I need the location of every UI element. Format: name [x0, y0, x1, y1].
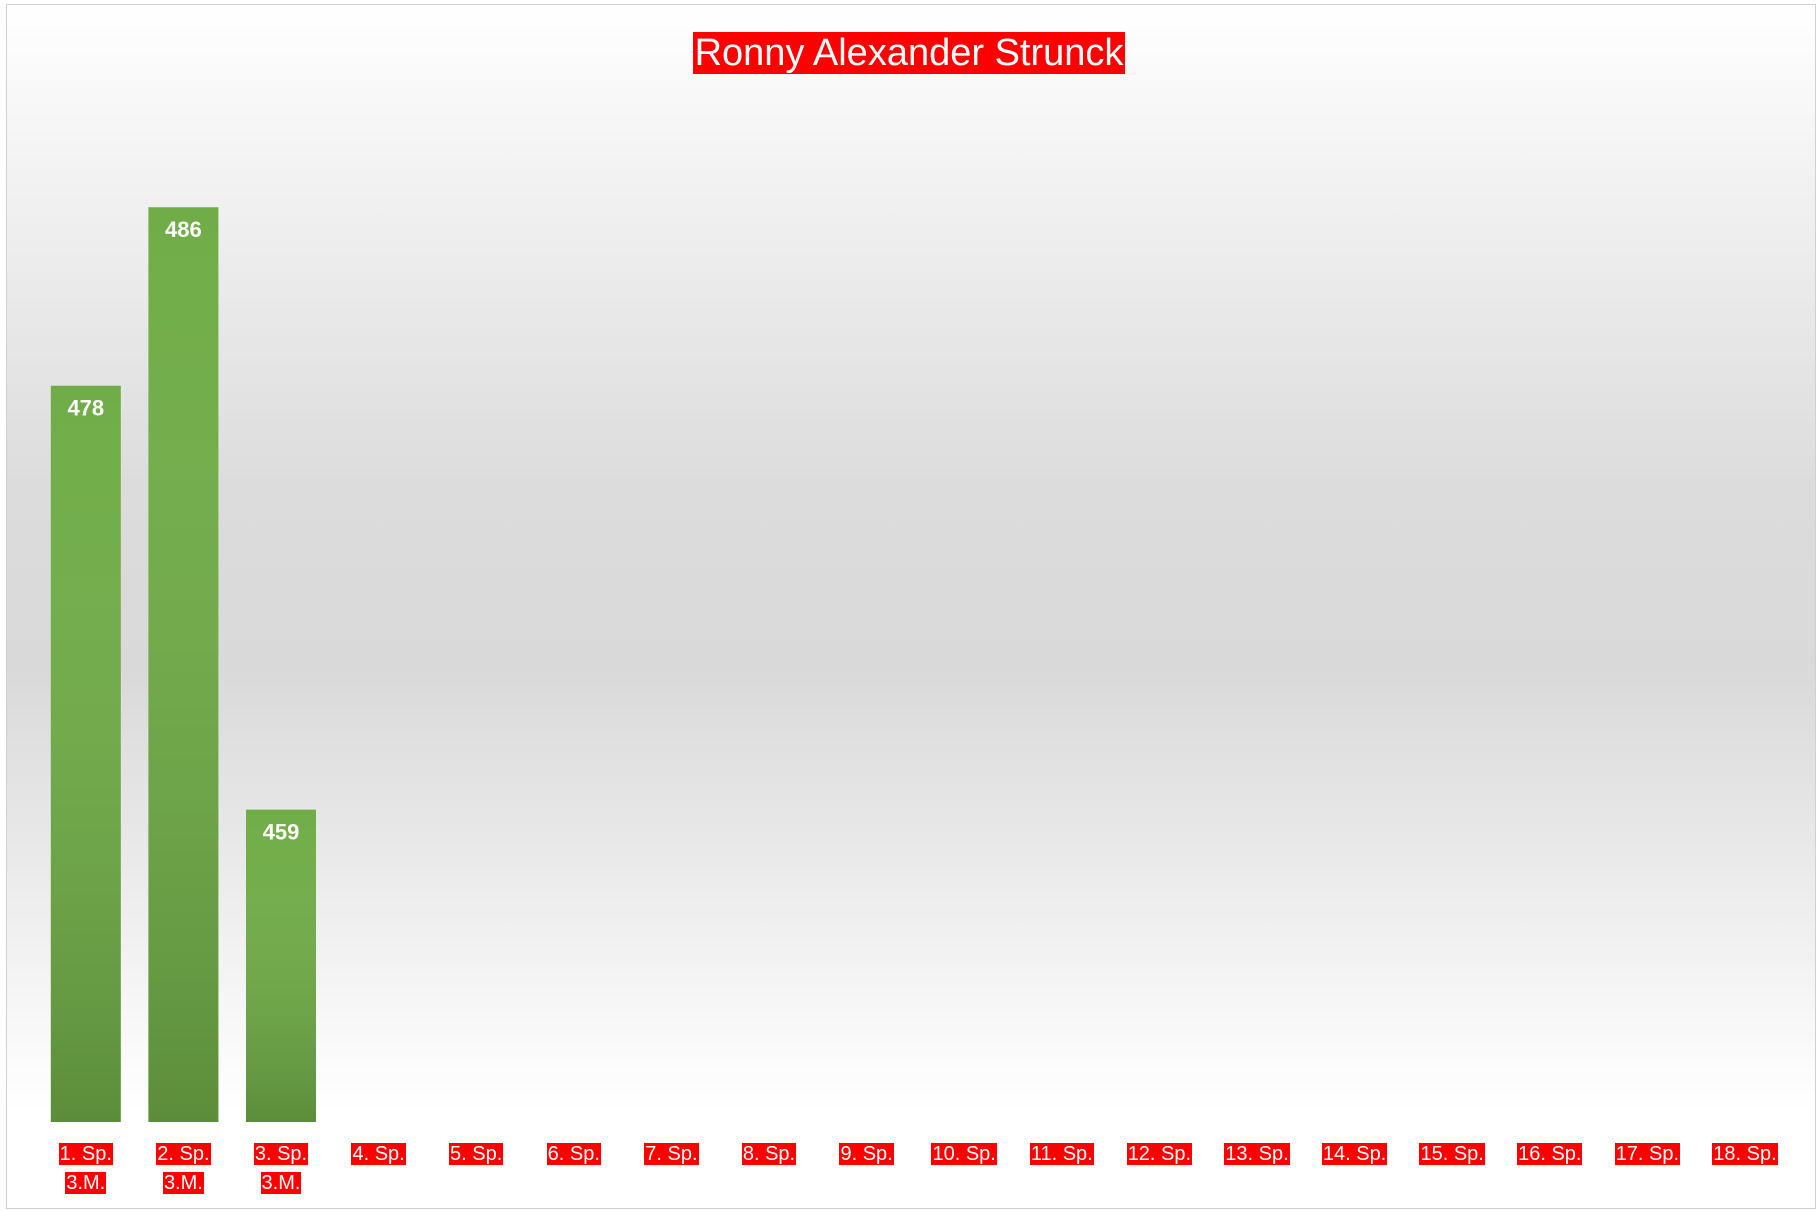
x-tick-label-box: 11. Sp.: [1013, 1140, 1110, 1169]
x-tick-label-box: 3. Sp. 3.M.: [233, 1140, 330, 1198]
x-tick-label-box: 1. Sp. 3.M.: [37, 1140, 134, 1198]
x-tick-label: 8. Sp.: [741, 1143, 797, 1165]
x-tick-label-box: 13. Sp.: [1209, 1140, 1306, 1169]
x-tick-label-box: 5. Sp.: [428, 1140, 525, 1169]
x-tick-label-box: 9. Sp.: [818, 1140, 915, 1169]
value-label: 478: [67, 396, 104, 421]
x-tick-label-box: 2. Sp. 3.M.: [135, 1140, 232, 1198]
x-tick-label: 14. Sp.: [1321, 1143, 1388, 1165]
x-tick-label: 11. Sp.: [1029, 1143, 1094, 1165]
x-tick-label: 10. Sp.: [931, 1143, 997, 1165]
x-tick-label: 16. Sp.: [1517, 1143, 1583, 1165]
x-tick-label: 18. Sp.: [1712, 1143, 1778, 1165]
value-label: 486: [165, 217, 202, 242]
x-tick-label-box: 4. Sp.: [330, 1140, 427, 1169]
x-tick-label: 2. Sp. 3.M.: [156, 1143, 211, 1194]
x-tick-label-box: 14. Sp.: [1306, 1140, 1403, 1169]
x-tick-label-box: 16. Sp.: [1501, 1140, 1598, 1169]
x-tick-label-box: 7. Sp.: [623, 1140, 720, 1169]
x-tick-label: 7. Sp.: [644, 1143, 699, 1165]
x-tick-label: 3. Sp. 3.M.: [253, 1143, 309, 1194]
value-label: 459: [263, 820, 300, 845]
x-tick-label-box: 17. Sp.: [1599, 1140, 1696, 1169]
x-tick-label-box: 18. Sp.: [1697, 1140, 1794, 1169]
x-tick-label-box: 8. Sp.: [721, 1140, 818, 1169]
x-tick-label: 17. Sp.: [1614, 1143, 1681, 1165]
x-tick-label: 9. Sp.: [839, 1143, 894, 1165]
x-tick-label: 13. Sp.: [1224, 1143, 1290, 1165]
x-tick-label-box: 15. Sp.: [1404, 1140, 1501, 1169]
bar-shade: [246, 809, 316, 1122]
chart-title: Ronny Alexander Strunck: [692, 32, 1126, 74]
bar-shade: [148, 207, 219, 1122]
x-tick-label: 5. Sp.: [449, 1143, 504, 1165]
x-tick-label-box: 10. Sp.: [916, 1140, 1013, 1169]
x-tick-label: 1. Sp. 3.M.: [58, 1143, 113, 1194]
x-tick-label: 15. Sp.: [1419, 1143, 1485, 1165]
x-tick-label: 4. Sp.: [351, 1143, 406, 1165]
x-tick-label-box: 6. Sp.: [525, 1140, 622, 1169]
x-tick-label: 12. Sp.: [1126, 1143, 1193, 1165]
x-tick-label: 6. Sp.: [546, 1143, 601, 1165]
chart-title-box: Ronny Alexander Strunck: [0, 32, 1818, 75]
x-tick-label-box: 12. Sp.: [1111, 1140, 1208, 1169]
bar-shade: [50, 385, 121, 1122]
